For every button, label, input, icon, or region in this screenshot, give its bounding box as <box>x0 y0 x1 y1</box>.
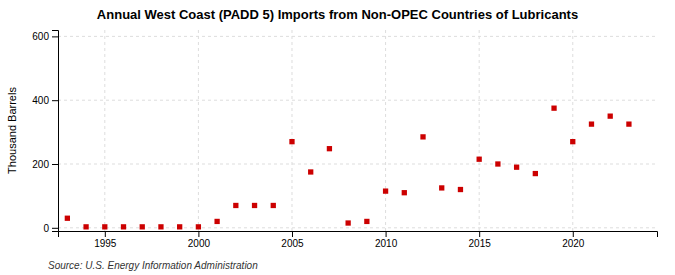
title: Annual West Coast (PADD 5) Imports from … <box>97 7 578 22</box>
grid-line <box>572 30 573 231</box>
x-tick-label: 2015 <box>469 238 492 249</box>
x-tick: 1995 <box>94 231 117 249</box>
x-tick-mark <box>573 231 574 237</box>
point <box>308 169 313 174</box>
y-axis-line <box>52 31 59 232</box>
point <box>214 219 219 224</box>
x-axis: 1995 2000 2005 2010 2015 2020 <box>59 231 658 249</box>
x-tick: 2000 <box>188 231 211 249</box>
point <box>439 185 444 190</box>
y-tick-mark <box>52 100 58 101</box>
point <box>196 224 201 229</box>
grid-line <box>58 36 657 37</box>
y-tick-mark <box>52 36 58 37</box>
grid-line <box>58 100 657 101</box>
point <box>289 139 294 144</box>
x-tick-label: 2005 <box>281 238 304 249</box>
grid-line <box>291 30 292 231</box>
point <box>589 121 594 126</box>
point <box>121 224 126 229</box>
point <box>233 203 238 208</box>
x-tick-mark <box>105 231 106 237</box>
x-tick: 2010 <box>375 231 398 249</box>
grid-line <box>479 30 480 231</box>
grid-line <box>385 30 386 231</box>
y-tick: 400 <box>32 95 58 106</box>
point <box>327 146 332 151</box>
x-tick-mark <box>292 231 293 237</box>
point <box>551 106 556 111</box>
y-tick-mark <box>52 228 58 229</box>
y-tick: 600 <box>32 31 58 42</box>
x-tick: 2005 <box>281 231 304 249</box>
y-tick-mark <box>52 164 58 165</box>
point <box>83 224 88 229</box>
x-tick-label: 2000 <box>188 238 211 249</box>
point <box>158 224 163 229</box>
points <box>65 106 632 230</box>
point <box>383 188 388 193</box>
chart: 1995 2000 2005 2010 2015 2020 0 200 400 600 Annual… <box>0 0 675 275</box>
point <box>495 161 500 166</box>
y-tick-label: 400 <box>32 95 49 106</box>
y-tick-label: 0 <box>43 223 49 234</box>
point <box>364 219 369 224</box>
x-tick-label: 1995 <box>94 238 117 249</box>
x-tick-mark <box>479 231 480 237</box>
x-tick-label: 2010 <box>375 238 398 249</box>
x-tick-label: 2020 <box>562 238 585 249</box>
x-tick-mark <box>198 231 199 237</box>
point <box>626 121 631 126</box>
y-tick-label: 200 <box>32 159 49 170</box>
grid-line <box>198 30 199 231</box>
point <box>514 165 519 170</box>
x-tick: 2020 <box>562 231 585 249</box>
annotation: Source: U.S. Energy Information Administ… <box>48 260 258 271</box>
point <box>570 139 575 144</box>
point <box>402 190 407 195</box>
grid-line <box>104 30 105 231</box>
x-axis-line <box>59 232 658 238</box>
grid <box>58 30 657 231</box>
y-tick-label: 600 <box>32 31 49 42</box>
grid-line <box>58 227 657 228</box>
point <box>477 157 482 162</box>
y-tick: 200 <box>32 159 58 170</box>
x-tick-mark <box>386 231 387 237</box>
y-tick: 0 <box>43 223 58 234</box>
point <box>102 224 107 229</box>
point <box>420 134 425 139</box>
point <box>65 216 70 221</box>
point <box>345 220 350 225</box>
point <box>608 113 613 118</box>
grid-line <box>58 164 657 165</box>
point <box>252 203 257 208</box>
plot: 1995 2000 2005 2010 2015 2020 0 200 400 600 <box>32 30 657 249</box>
point <box>533 171 538 176</box>
y-axis: 0 200 400 600 <box>32 31 58 234</box>
point <box>458 187 463 192</box>
point <box>271 203 276 208</box>
point <box>177 224 182 229</box>
x-tick: 2015 <box>469 231 492 249</box>
point <box>140 224 145 229</box>
y-axis-title: Thousand Barrels <box>6 87 18 174</box>
